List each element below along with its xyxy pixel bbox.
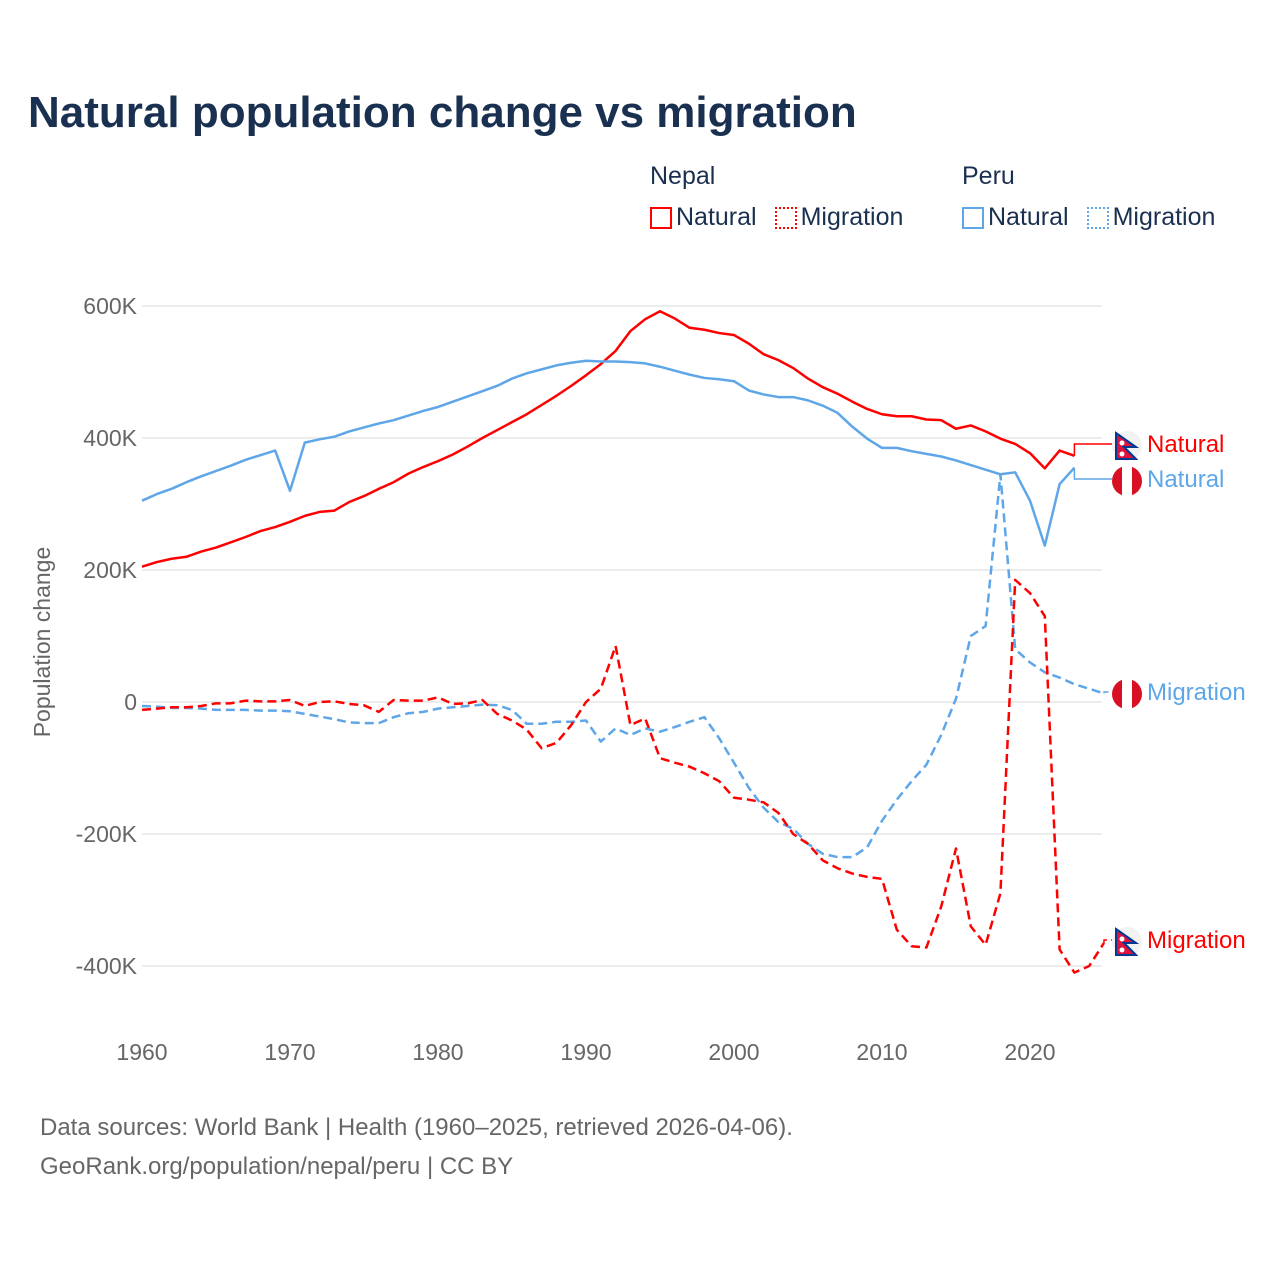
peru-flag-stripe <box>1122 679 1132 709</box>
y-tick-label: 200K <box>83 557 137 583</box>
y-tick-label: 0 <box>124 689 137 715</box>
series-line-peru-migration <box>141 473 1105 859</box>
label-connector <box>1103 691 1112 694</box>
legend-nepal: Nepal Natural Migration <box>650 162 903 232</box>
data-source: Data sources: World Bank | Health (1960–… <box>40 1114 793 1141</box>
legend-swatch-dotted <box>1086 206 1109 229</box>
legend-title-peru: Peru <box>962 162 1015 190</box>
legend-label: Natural <box>988 203 1069 231</box>
legend-swatch-solid <box>650 206 672 229</box>
attribution: GeoRank.org/population/nepal/peru | CC B… <box>40 1153 514 1180</box>
x-tick-label: 2000 <box>708 1039 759 1065</box>
x-tick-label: 1970 <box>264 1039 315 1065</box>
y-tick-label: 400K <box>83 425 137 451</box>
footer: Data sources: World Bank | Health (1960–… <box>40 1108 793 1186</box>
x-tick-label: 1960 <box>116 1039 167 1065</box>
x-tick-label: 1980 <box>412 1039 463 1065</box>
nepal-flag-sun <box>1119 947 1125 953</box>
label-connector <box>1073 467 1112 480</box>
series-line-nepal-natural <box>141 310 1075 568</box>
label-connector <box>1073 443 1112 456</box>
peru-flag-stripe <box>1122 466 1132 496</box>
end-label: Natural <box>1147 466 1224 493</box>
x-tick-label: 2010 <box>856 1039 907 1065</box>
end-label: Migration <box>1147 679 1246 706</box>
end-label: Natural <box>1147 431 1224 458</box>
legend-label: Migration <box>800 203 904 231</box>
nepal-flag-sun <box>1119 451 1125 457</box>
legend-label: Migration <box>1112 203 1216 231</box>
x-tick-label: 2020 <box>1004 1039 1055 1065</box>
legend-peru-migration[interactable]: Migration <box>1086 203 1216 232</box>
end-label: Migration <box>1147 927 1246 954</box>
label-connector <box>1103 939 1112 943</box>
x-tick-label: 1990 <box>560 1039 611 1065</box>
legend-peru: Peru Natural Migration <box>962 162 1215 232</box>
legend-nepal-migration[interactable]: Migration <box>774 203 904 232</box>
legend-swatch-dotted <box>774 206 797 229</box>
nepal-flag-moon <box>1119 936 1125 942</box>
legend-swatch-solid <box>962 206 984 229</box>
series-line-peru-natural <box>141 359 1076 547</box>
nepal-flag-moon <box>1119 440 1125 446</box>
y-tick-label: -200K <box>76 821 138 847</box>
y-tick-label: -400K <box>76 953 138 979</box>
legend-title-nepal: Nepal <box>650 162 716 190</box>
legend-label: Natural <box>676 203 757 231</box>
series-line-nepal-migration <box>141 578 1106 974</box>
y-tick-label: 600K <box>83 293 137 319</box>
legend-nepal-natural[interactable]: Natural <box>650 203 757 232</box>
chart-title: Natural population change vs migration <box>28 88 857 137</box>
y-axis-label: Population change <box>29 547 55 738</box>
legend-peru-natural[interactable]: Natural <box>962 203 1069 232</box>
